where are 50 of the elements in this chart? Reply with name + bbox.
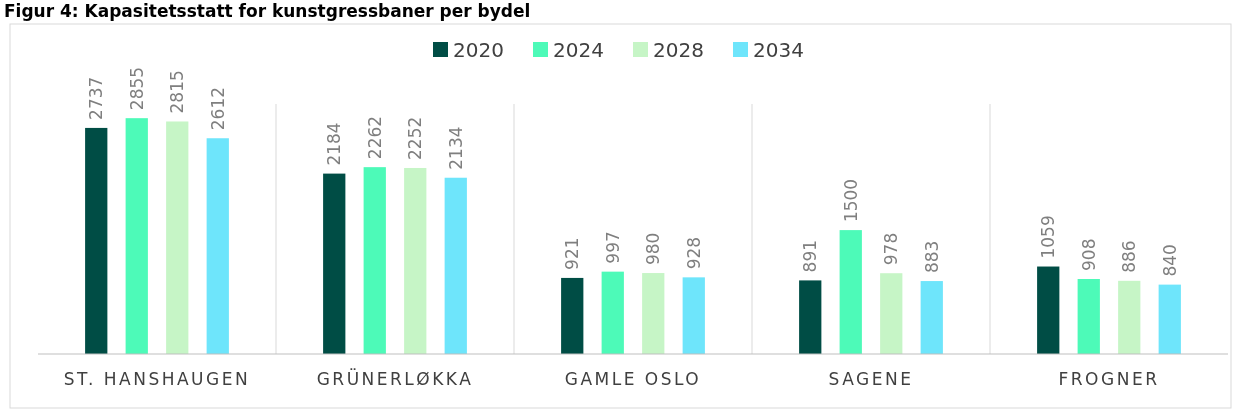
data-label: 921 [562,237,583,270]
bar [1077,279,1100,354]
legend-label: 2020 [453,38,504,62]
data-label: 2262 [364,115,385,160]
data-label: 2134 [445,126,466,170]
bar [125,118,148,354]
bar [642,273,665,354]
data-label: 2815 [167,70,188,114]
data-label: 908 [1078,238,1099,271]
data-label: 1500 [840,178,861,223]
data-label: 928 [683,236,704,270]
legend-label: 2024 [553,38,604,62]
chart-title: Figur 4: Kapasitetsstatt for kunstgressbaner per bydel [4,1,531,21]
bar [682,277,705,354]
bar [799,280,822,354]
bar [166,121,189,354]
data-label: 2855 [126,66,147,111]
bar [363,167,386,354]
data-label: 2737 [86,76,107,120]
data-label: 840 [1159,244,1180,277]
bar [1158,284,1181,354]
bar [601,271,624,354]
data-label: 2252 [405,116,426,160]
x-tick-label: GAMLE OSLO [564,369,702,389]
data-label: 2184 [324,122,345,166]
bar [85,127,108,354]
data-label: 2612 [207,86,228,131]
x-tick-label: SAGENE [828,369,914,389]
legend-label: 2028 [653,38,704,62]
bar [323,173,346,354]
bar [1118,280,1141,354]
x-tick-label: GRÜNERLØKKA [316,368,474,389]
bar [920,281,943,354]
data-label: 1059 [1038,215,1059,259]
bar [880,273,903,354]
bar [404,167,427,354]
bar [206,138,229,354]
x-tick-label: FROGNER [1058,369,1160,389]
bar [1037,266,1060,354]
bar [839,230,862,354]
data-label: 891 [800,239,821,273]
x-tick-label: ST. HANSHAUGEN [63,369,251,389]
data-label: 883 [921,240,942,274]
data-label: 886 [1119,240,1140,273]
data-label: 978 [881,232,902,266]
legend-label: 2034 [753,38,804,62]
bar [444,177,467,354]
data-label: 997 [602,231,623,264]
data-label: 980 [643,232,664,266]
bar [561,277,584,354]
